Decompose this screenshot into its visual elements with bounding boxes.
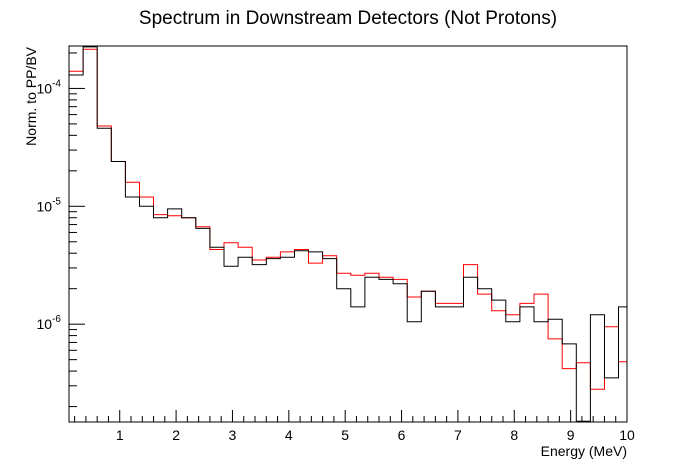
x-tick-label: 10	[619, 427, 635, 443]
x-tick-label: 2	[172, 427, 180, 443]
x-tick-label: 5	[341, 427, 349, 443]
chart-title: Spectrum in Downstream Detectors (Not Pr…	[139, 8, 557, 29]
x-tick-label: 8	[510, 427, 518, 443]
x-tick-label: 4	[285, 427, 293, 443]
x-tick-label: 9	[567, 427, 575, 443]
x-axis-title: Energy (MeV)	[541, 443, 627, 459]
series-layer	[69, 46, 627, 422]
series-black-line	[69, 46, 627, 422]
x-tick-label: 3	[229, 427, 237, 443]
plot-frame	[68, 45, 628, 423]
x-tick-label: 6	[398, 427, 406, 443]
x-tick-label: 7	[454, 427, 462, 443]
y-axis-title: Norm. to PP/BV	[23, 46, 39, 145]
x-tick-label: 1	[116, 427, 124, 443]
